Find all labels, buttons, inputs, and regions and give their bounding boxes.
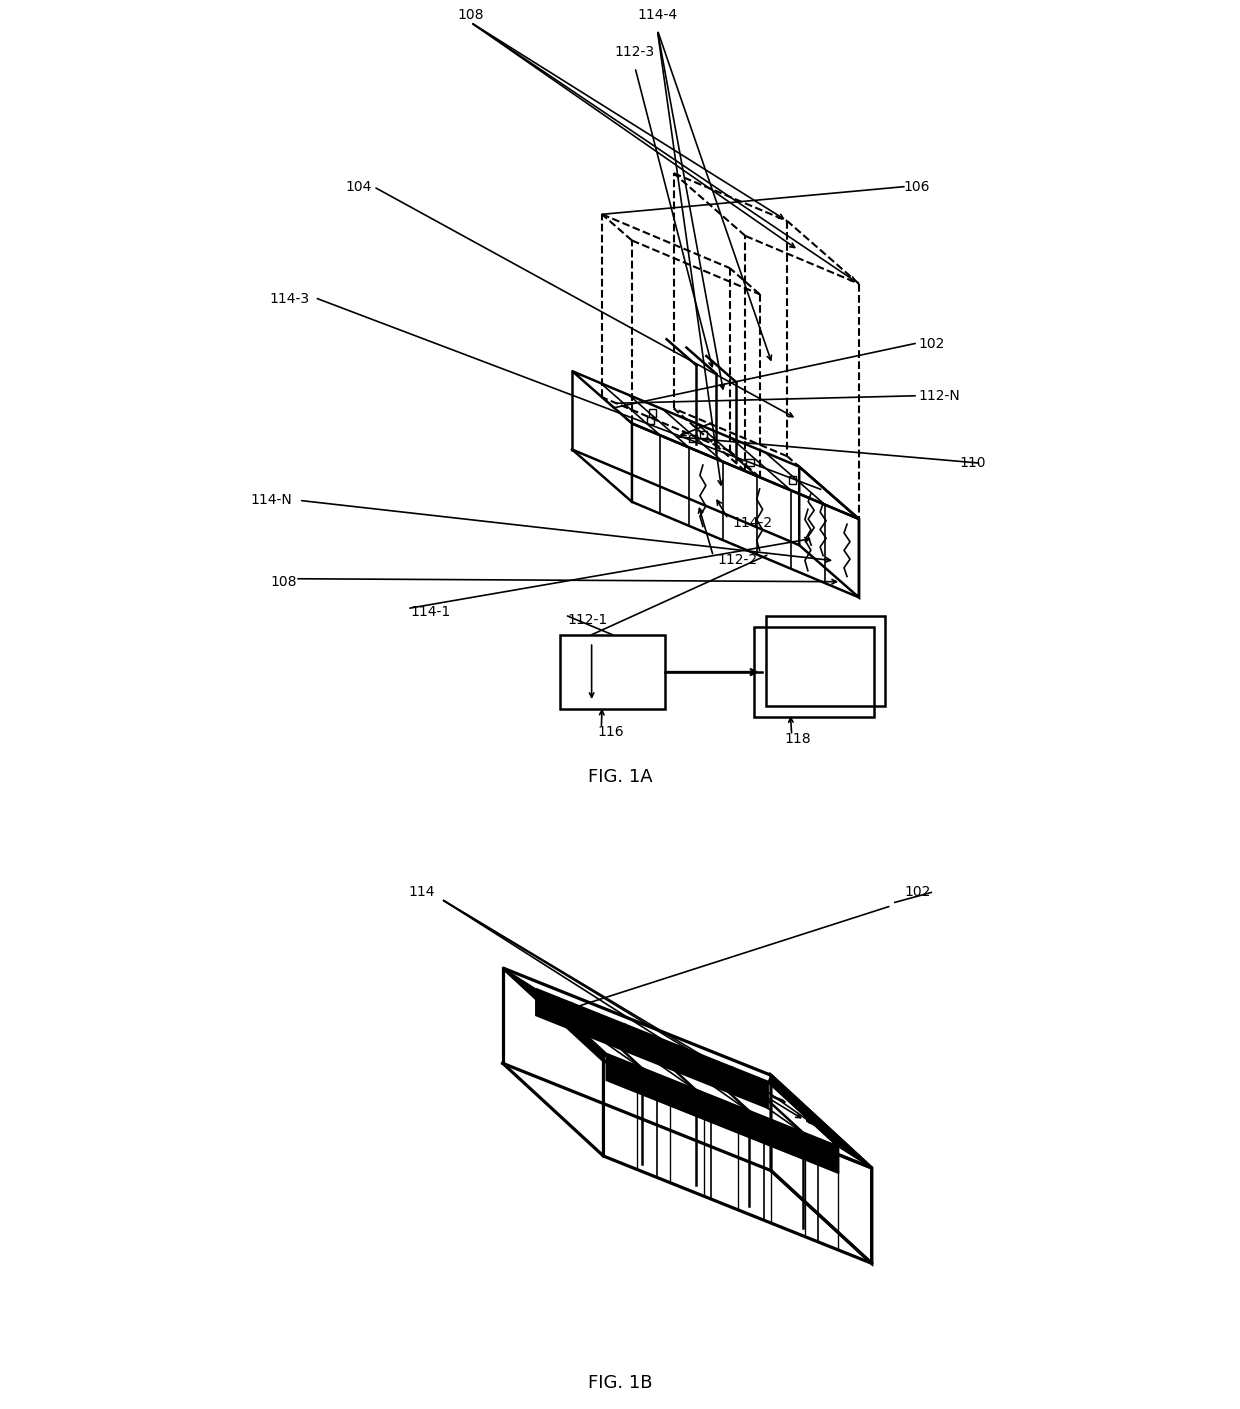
Text: 114-3: 114-3 [269, 292, 309, 306]
Text: 108: 108 [270, 575, 298, 589]
Polygon shape [502, 968, 606, 1061]
Text: 112-N: 112-N [919, 389, 961, 403]
Polygon shape [557, 1010, 570, 1016]
Polygon shape [536, 989, 769, 1109]
Polygon shape [699, 1078, 713, 1085]
Text: FIG. 1A: FIG. 1A [588, 768, 652, 786]
Text: 104: 104 [346, 180, 372, 193]
Polygon shape [611, 1031, 625, 1038]
Text: 114-2: 114-2 [732, 516, 773, 530]
Text: 112-1: 112-1 [568, 613, 608, 627]
Text: 108: 108 [458, 8, 484, 23]
Polygon shape [718, 1074, 732, 1081]
Text: 112-3: 112-3 [615, 45, 655, 59]
Text: 114-N: 114-N [250, 493, 293, 507]
Polygon shape [771, 1096, 785, 1102]
Text: 102: 102 [905, 885, 931, 899]
Polygon shape [606, 1054, 838, 1174]
Polygon shape [753, 1099, 766, 1106]
Polygon shape [665, 1053, 678, 1060]
Bar [560, 634, 665, 710]
Text: 112-2: 112-2 [717, 554, 758, 566]
Bar [754, 627, 874, 717]
Text: 114: 114 [408, 885, 434, 899]
Text: 102: 102 [919, 337, 945, 351]
Text: 110: 110 [960, 457, 986, 471]
Text: 106: 106 [904, 180, 930, 193]
Polygon shape [769, 1075, 872, 1168]
Polygon shape [806, 1120, 820, 1127]
Polygon shape [591, 1034, 605, 1041]
Text: FIG. 1B: FIG. 1B [588, 1374, 652, 1392]
Text: 118: 118 [784, 733, 811, 747]
Text: 116: 116 [598, 724, 624, 738]
Polygon shape [646, 1057, 658, 1062]
Bar [765, 616, 885, 706]
Text: 114-1: 114-1 [410, 606, 451, 620]
Text: 114-4: 114-4 [637, 8, 677, 23]
